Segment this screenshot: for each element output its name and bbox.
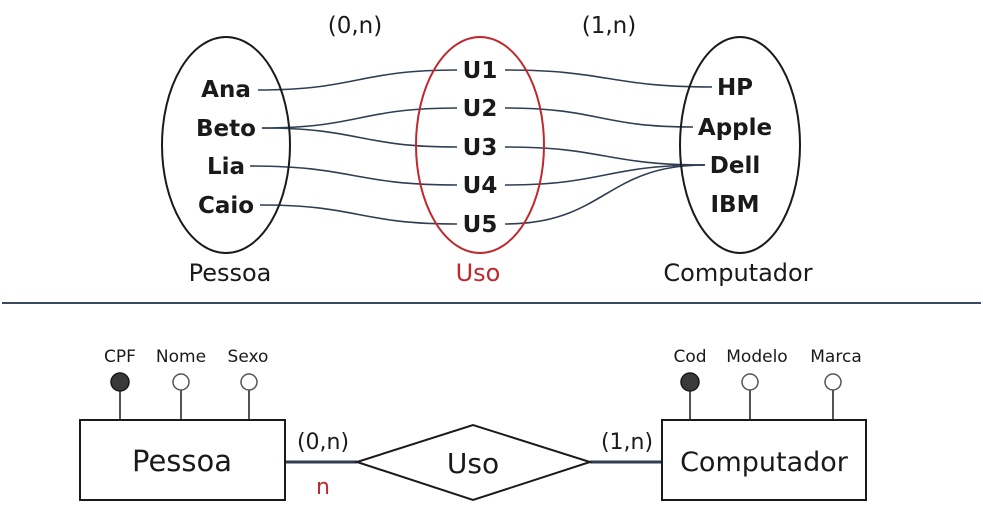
pessoa-uso-link: [249, 165, 458, 186]
computador-item: IBM: [711, 192, 760, 218]
uso-item: U1: [463, 58, 498, 84]
uso-item: U5: [463, 212, 498, 238]
uso-computador-link: [504, 107, 694, 128]
uso-item: U4: [463, 173, 498, 199]
computador-item: Dell: [710, 153, 760, 179]
computador-entity-label: Computador: [680, 447, 849, 478]
uso-computador-link: [504, 164, 706, 225]
pessoa-entity-label: Pessoa: [132, 444, 232, 478]
uso-item: U2: [463, 96, 498, 122]
attribute-marker: [824, 373, 842, 391]
uso-computador-link: [504, 146, 706, 166]
uso-item: U3: [463, 135, 498, 161]
pessoa-set-label: Pessoa: [189, 259, 272, 287]
attribute-label: Sexo: [228, 347, 269, 367]
uso-relationship-diamond: [353, 423, 594, 502]
pessoa-uso-link: [259, 204, 458, 225]
uso-computador-link: [504, 164, 706, 186]
top-cardinality-right: (1,n): [582, 13, 636, 39]
computador-set-ellipse: [679, 36, 801, 254]
er-cardinality-left: (0,n): [297, 430, 349, 455]
er-schema: CPF Nome Sexo Cod Modelo Marca: [79, 347, 867, 502]
attribute-label: Modelo: [726, 347, 787, 367]
key-attribute-marker: [680, 372, 700, 392]
computador-attributes: Cod Modelo Marca: [673, 347, 862, 420]
attribute-label: Marca: [810, 347, 861, 367]
attribute-label: CPF: [104, 347, 136, 367]
pessoa-item: Lia: [207, 154, 245, 180]
key-attribute-marker: [110, 372, 130, 392]
instance-diagram: Ana Beto Lia Caio U1 U2 U3 U4 U5 HP Appl…: [161, 13, 813, 287]
pessoa-item: Caio: [198, 193, 254, 219]
computador-set-label: Computador: [663, 259, 812, 287]
attribute-marker: [240, 373, 258, 391]
pessoa-set-ellipse: [161, 36, 291, 254]
uso-relationship-label: Uso: [447, 447, 499, 480]
er-cardinality-left-note: n: [316, 475, 330, 500]
pessoa-item: Ana: [201, 77, 251, 103]
attribute-marker: [172, 373, 190, 391]
attribute-marker: [741, 373, 759, 391]
pessoa-item: Beto: [196, 116, 256, 142]
links-layer: [249, 69, 713, 225]
uso-set-ellipse: [415, 36, 545, 254]
attribute-label: Nome: [156, 347, 206, 367]
uso-set-label: Uso: [456, 259, 501, 287]
er-cardinality-right: (1,n): [601, 430, 653, 455]
pessoa-uso-link: [261, 127, 458, 148]
pessoa-attributes: CPF Nome Sexo: [104, 347, 268, 420]
computador-item: Apple: [698, 115, 772, 141]
attribute-label: Cod: [673, 347, 706, 367]
pessoa-uso-link: [257, 69, 458, 91]
top-cardinality-left: (0,n): [328, 13, 382, 39]
computador-entity: [661, 419, 867, 501]
uso-computador-link: [504, 69, 713, 88]
computador-item: HP: [717, 75, 753, 101]
pessoa-uso-link: [261, 107, 458, 129]
pessoa-entity: [79, 419, 286, 501]
